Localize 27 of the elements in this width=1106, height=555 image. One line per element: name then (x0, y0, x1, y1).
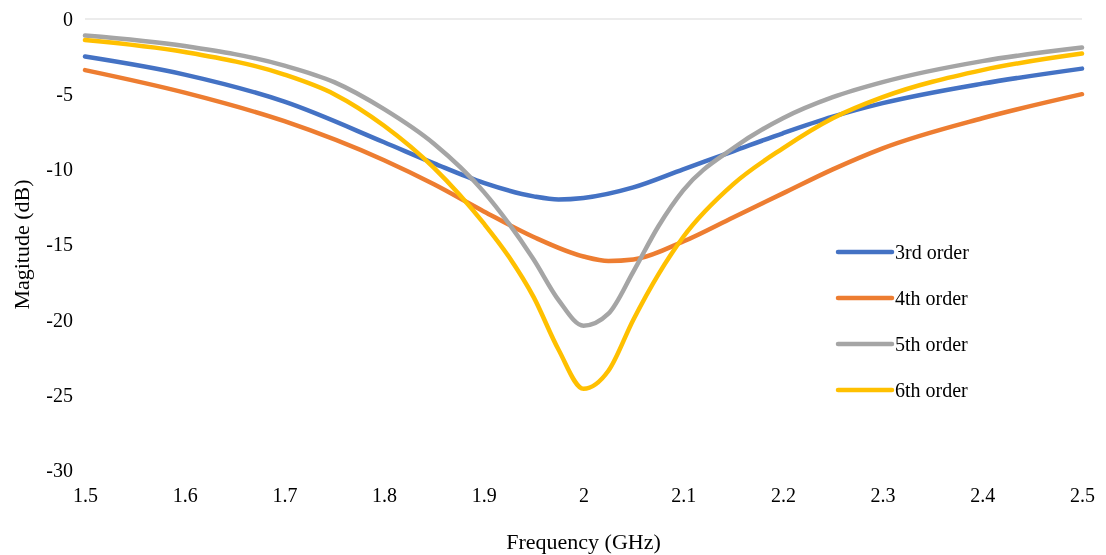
line-series (82, 33, 1085, 328)
x-tick-label: 2.5 (1070, 484, 1095, 507)
legend-label: 4th order (895, 287, 969, 309)
x-tick-label: 1.8 (372, 484, 398, 507)
line-series (82, 67, 1085, 264)
x-tick-label: 2.1 (671, 484, 697, 507)
legend-label: 5th order (895, 333, 969, 355)
x-tick-label: 2.4 (970, 484, 996, 507)
y-tick-label: -25 (46, 383, 73, 406)
y-axis-title: Magitude (dB) (9, 179, 34, 310)
y-tick-label: 0 (63, 7, 73, 30)
y-tick-label: -15 (46, 233, 73, 256)
y-tick-label: -5 (56, 83, 73, 106)
legend-label: 3rd order (895, 241, 970, 263)
x-tick-label: 2 (579, 484, 589, 507)
y-tick-label: -20 (46, 308, 73, 331)
x-axis-title: Frequency (GHz) (506, 529, 661, 554)
x-tick-label: 2.3 (870, 484, 896, 507)
x-tick-label: 2.2 (770, 484, 796, 507)
x-tick-label: 1.6 (172, 484, 198, 507)
y-tick-label: -10 (46, 158, 73, 181)
line-series (82, 54, 1085, 202)
x-tick-label: 1.7 (272, 484, 298, 507)
legend-label: 6th order (895, 379, 969, 401)
y-tick-label: -30 (46, 458, 73, 481)
x-tick-label: 1.9 (471, 484, 497, 507)
x-tick-label: 1.5 (73, 484, 98, 507)
